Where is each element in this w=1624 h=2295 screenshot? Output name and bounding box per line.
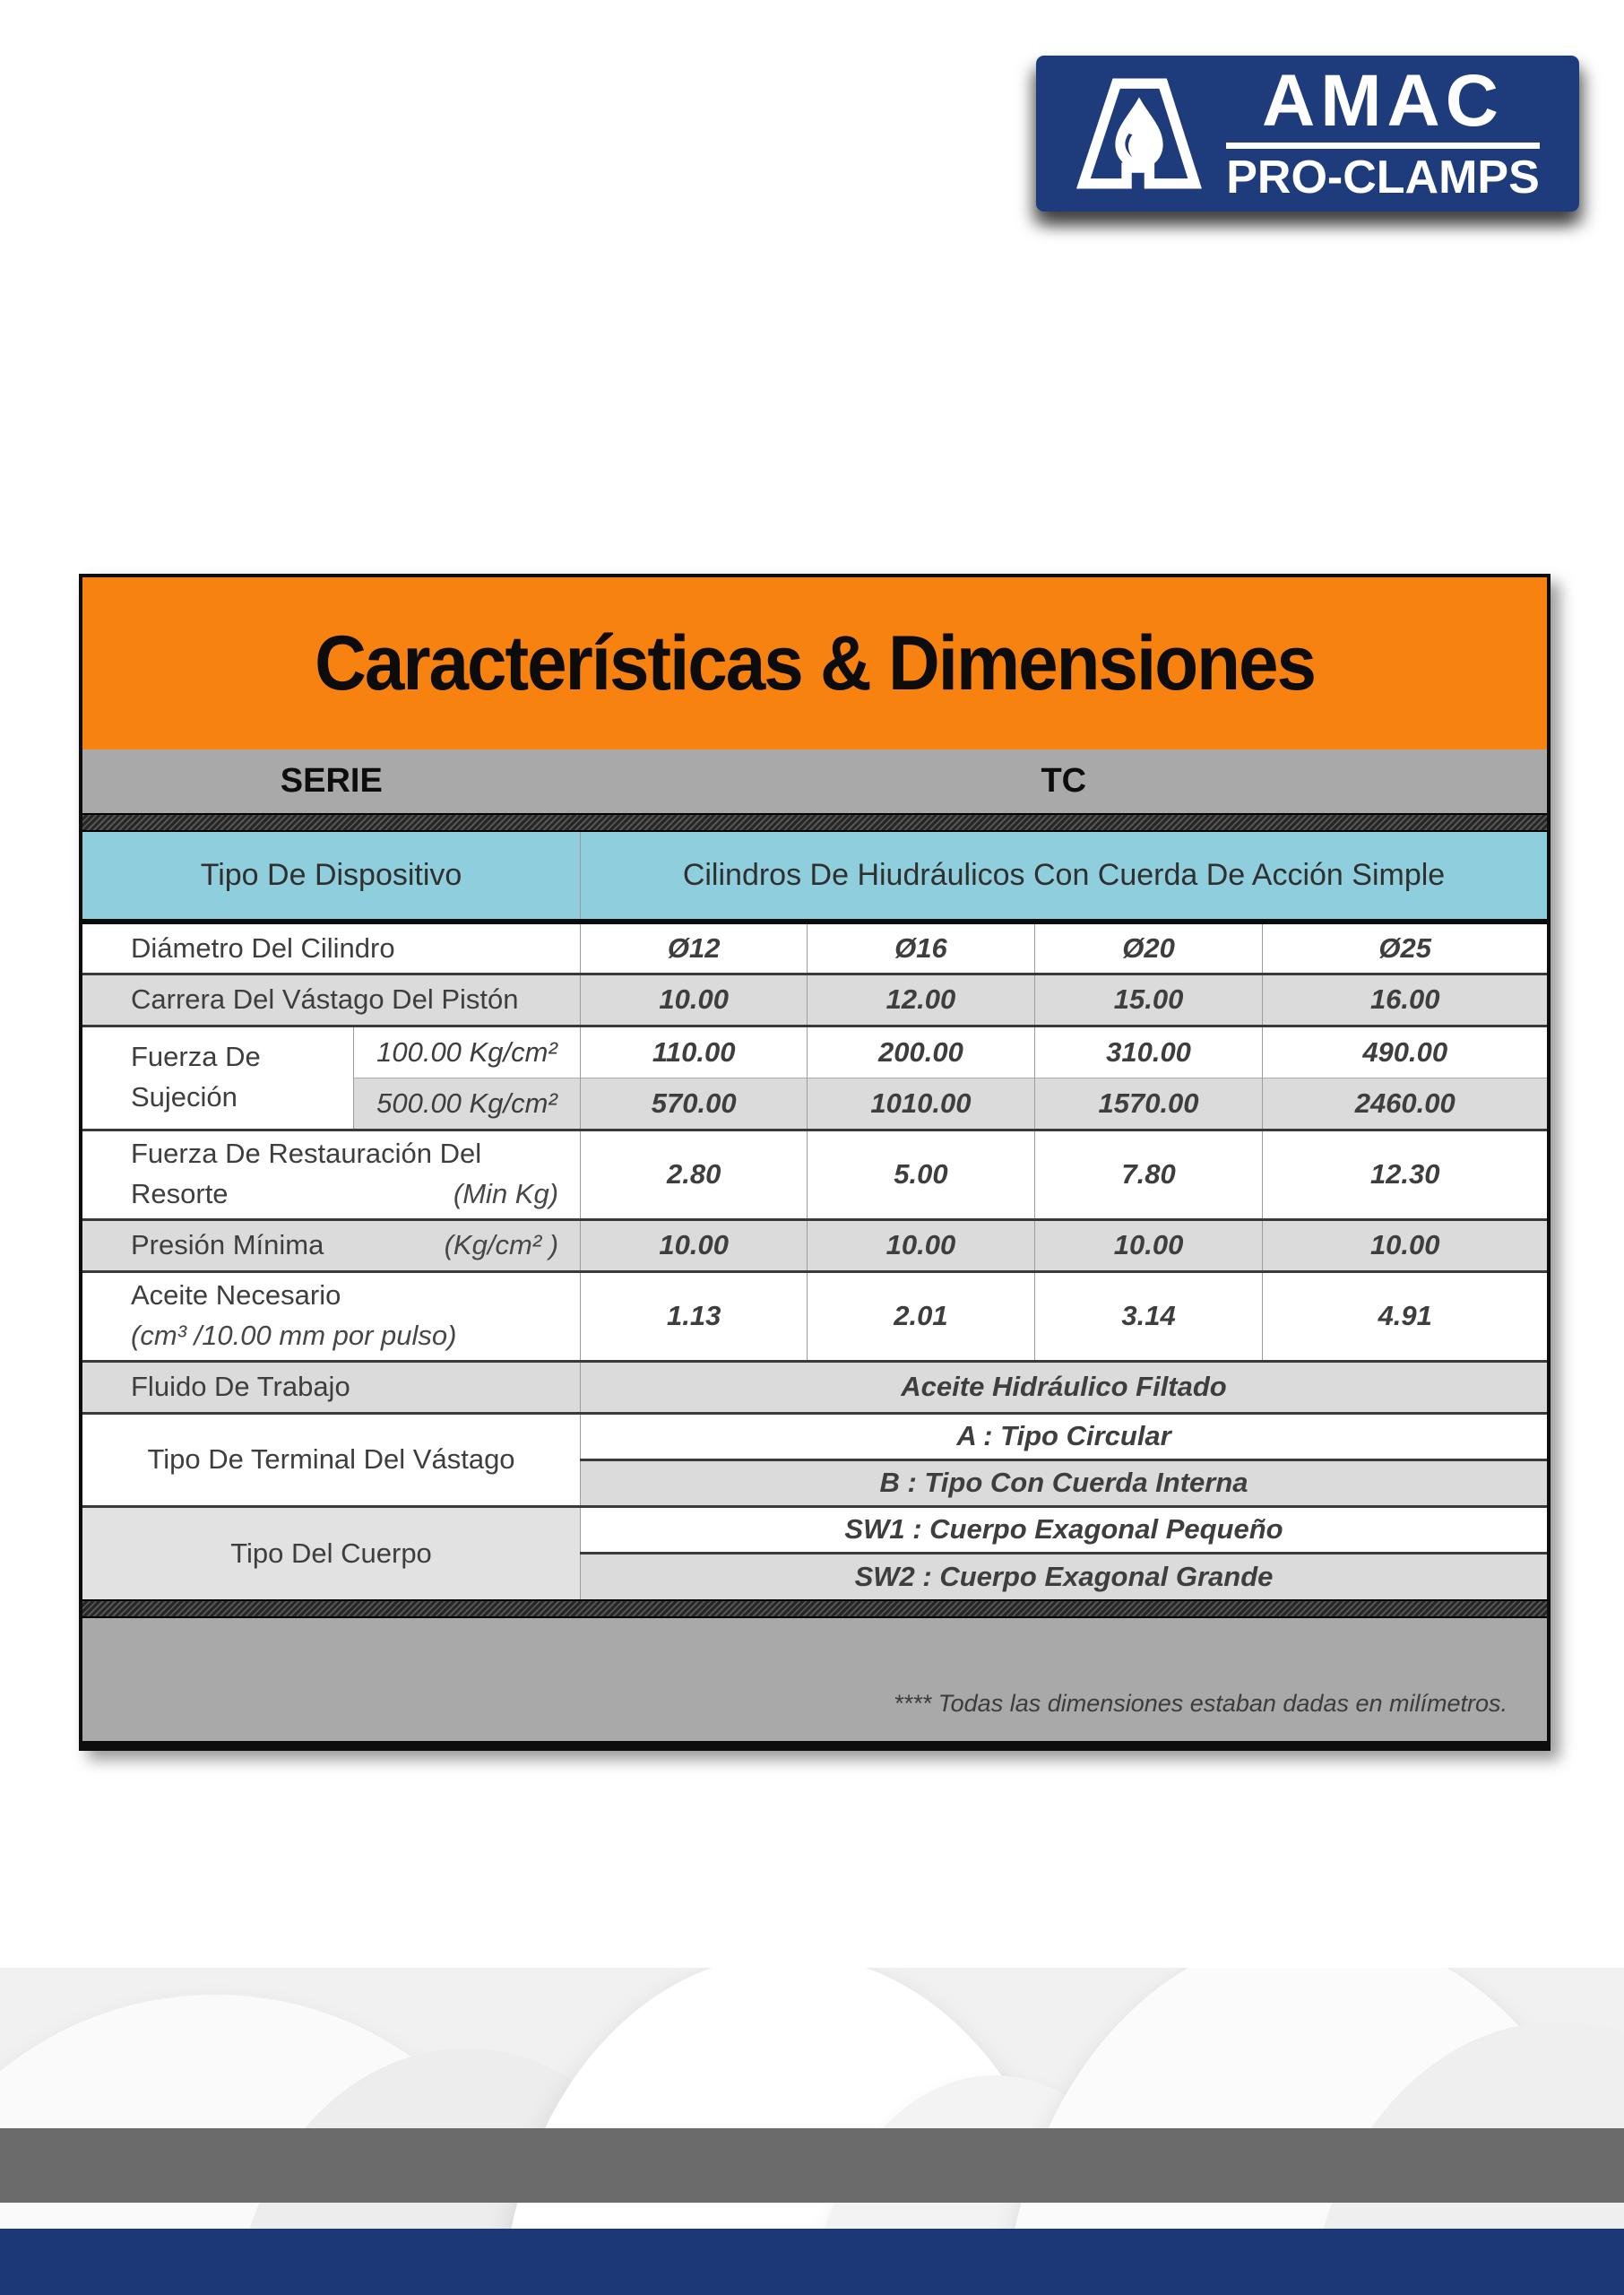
device-type-label: Tipo De Dispositivo: [82, 832, 581, 924]
cell-value: 10.00: [580, 1217, 808, 1271]
brand-divider: [1226, 142, 1540, 149]
row-label: Diámetro Del Cilindro: [82, 922, 581, 974]
row-label-resorte: Fuerza De Restauración Del Resorte (Min …: [82, 1128, 581, 1219]
cell-value: 4.91: [1262, 1269, 1547, 1361]
cell-value-span: B : Tipo Con Cuerda Interna: [580, 1458, 1547, 1506]
table-row-terminal-b: B : Tipo Con Cuerda Interna: [82, 1458, 1547, 1506]
spec-table: Tipo De Dispositivo Cilindros De Hiudráu…: [82, 832, 1547, 1599]
cell-value: 10.00: [807, 1217, 1035, 1271]
row-label-cuerpo: Tipo Del Cuerpo: [82, 1504, 581, 1599]
dimensions-footnote: **** Todas las dimensiones estaban dadas…: [894, 1690, 1507, 1717]
cell-value: 3.14: [1033, 1269, 1263, 1361]
cell-value: 16.00: [1262, 972, 1547, 1026]
cell-value: 2.80: [580, 1128, 808, 1219]
row-unit: (Min Kg): [453, 1178, 559, 1209]
brand-name: AMAC: [1262, 60, 1504, 143]
brand-wordmark: AMAC PRO-CLAMPS: [1226, 60, 1540, 204]
cell-value: 310.00: [1033, 1024, 1263, 1078]
footer-navy-band: [0, 2229, 1624, 2295]
row-label-line1: Fuerza De: [131, 1041, 261, 1073]
cell-value: 5.00: [807, 1128, 1035, 1219]
brand-logo: AMAC PRO-CLAMPS: [1036, 56, 1579, 212]
hatch-divider-bottom: [82, 1599, 1547, 1618]
cell-value: 10.00: [1262, 1217, 1547, 1271]
table-row-fuerza-500: 500.00 Kg/cm² 570.00 1010.00 1570.00 246…: [82, 1077, 1547, 1130]
table-row-fuerza-100: Fuerza De Sujeción 100.00 Kg/cm² 110.00 …: [82, 1024, 1547, 1130]
device-type-value: Cilindros De Hiudráulicos Con Cuerda De …: [580, 832, 1547, 924]
pressure-sublabel: 500.00 Kg/cm²: [352, 1077, 581, 1130]
cell-value-span: SW2 : Cuerpo Exagonal Grande: [580, 1551, 1547, 1599]
row-label-line2: Resorte: [131, 1178, 229, 1209]
cell-value-span: A : Tipo Circular: [580, 1411, 1547, 1459]
row-label-fuerza: Fuerza De Sujeción: [82, 1024, 354, 1130]
cell-value: 10.00: [580, 972, 808, 1026]
spec-sheet-panel: Características & Dimensiones SERIE TC T…: [79, 574, 1551, 1751]
table-row-cuerpo-sw2: SW2 : Cuerpo Exagonal Grande: [82, 1551, 1547, 1599]
cell-value: 2460.00: [1262, 1077, 1547, 1130]
cell-value: Ø16: [807, 922, 1035, 974]
amac-a-droplet-icon: [1075, 74, 1203, 193]
table-row-fluido: Fluido De Trabajo Aceite Hidráulico Filt…: [82, 1359, 1547, 1413]
table-row-terminal-a: Tipo De Terminal Del Vástago A : Tipo Ci…: [82, 1411, 1547, 1506]
cell-value-span: Aceite Hidráulico Filtado: [580, 1359, 1547, 1413]
title-band: Características & Dimensiones: [82, 577, 1547, 749]
device-type-row: Tipo De Dispositivo Cilindros De Hiudráu…: [82, 832, 1547, 924]
brand-subname: PRO-CLAMPS: [1226, 151, 1540, 204]
cell-value: 110.00: [580, 1024, 808, 1078]
table-row-carrera: Carrera Del Vástago Del Pistón 10.00 12.…: [82, 972, 1547, 1026]
cell-value: Ø20: [1033, 922, 1263, 974]
series-value: TC: [1041, 762, 1087, 800]
page-title: Características & Dimensiones: [315, 619, 1317, 706]
cell-value: 15.00: [1033, 972, 1263, 1026]
hatch-divider-top: [82, 813, 1547, 832]
cell-value: 7.80: [1033, 1128, 1263, 1219]
series-label: SERIE: [280, 762, 383, 800]
table-row-diametro: Diámetro Del Cilindro Ø12 Ø16 Ø20 Ø25: [82, 922, 1547, 974]
row-label-presion: Presión Mínima (Kg/cm² ): [82, 1217, 581, 1271]
row-label-line1: Fuerza De Restauración Del: [131, 1138, 482, 1170]
row-label: Carrera Del Vástago Del Pistón: [82, 972, 581, 1026]
row-label: Fluido De Trabajo: [82, 1359, 581, 1413]
table-row-resorte: Fuerza De Restauración Del Resorte (Min …: [82, 1128, 1547, 1219]
cell-value: 12.30: [1262, 1128, 1547, 1219]
row-label-line2: Sujeción: [131, 1081, 238, 1113]
row-label-line1: Aceite Necesario: [131, 1279, 341, 1312]
row-unit: (Kg/cm² ): [444, 1228, 559, 1260]
cell-value: 490.00: [1262, 1024, 1547, 1078]
cell-value-span: SW1 : Cuerpo Exagonal Pequeño: [580, 1504, 1547, 1553]
row-label-aceite: Aceite Necesario (cm³ /10.00 mm por puls…: [82, 1269, 581, 1361]
row-label-terminal: Tipo De Terminal Del Vástago: [82, 1411, 581, 1506]
cell-value: Ø12: [580, 922, 808, 974]
cell-value: 1570.00: [1033, 1077, 1263, 1130]
pressure-sublabel: 100.00 Kg/cm²: [352, 1024, 581, 1078]
table-row-aceite: Aceite Necesario (cm³ /10.00 mm por puls…: [82, 1269, 1547, 1361]
cell-value: 200.00: [807, 1024, 1035, 1078]
cell-value: Ø25: [1262, 922, 1547, 974]
cell-value: 1.13: [580, 1269, 808, 1361]
panel-footer: **** Todas las dimensiones estaban dadas…: [82, 1618, 1547, 1741]
footer-gray-band: [0, 2128, 1624, 2203]
cell-value: 10.00: [1033, 1217, 1263, 1271]
cell-value: 2.01: [807, 1269, 1035, 1361]
series-bar: SERIE TC: [82, 749, 1547, 813]
cell-value: 570.00: [580, 1077, 808, 1130]
table-row-cuerpo-sw1: Tipo Del Cuerpo SW1 : Cuerpo Exagonal Pe…: [82, 1504, 1547, 1599]
row-label-line2: (cm³ /10.00 mm por pulso): [131, 1320, 457, 1351]
table-row-presion: Presión Mínima (Kg/cm² ) 10.00 10.00 10.…: [82, 1217, 1547, 1271]
row-label: Presión Mínima: [131, 1228, 324, 1260]
cell-value: 1010.00: [807, 1077, 1035, 1130]
cell-value: 12.00: [807, 972, 1035, 1026]
